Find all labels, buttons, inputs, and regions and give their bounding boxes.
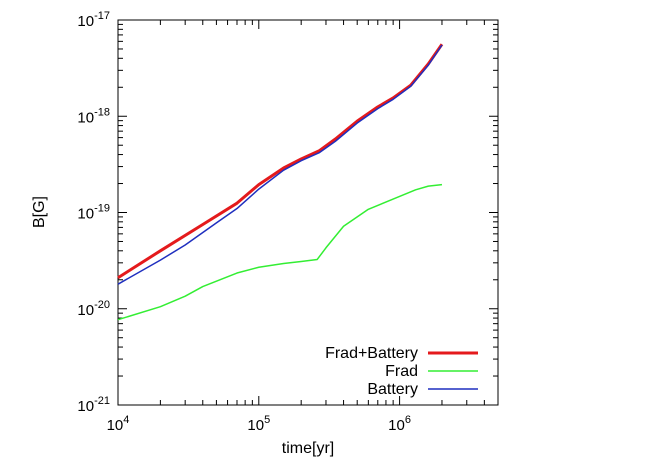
y-tick-label: 10-17: [77, 10, 110, 30]
x-tick-label: 106: [388, 414, 411, 434]
axis-ticks: 104 105 106 10-21 10-20 10-19 10-18 10-17: [77, 10, 499, 434]
legend-label-frad-battery: Frad+Battery: [325, 345, 418, 362]
legend-label-battery: Battery: [367, 381, 418, 398]
x-axis-label: time[yr]: [282, 440, 334, 457]
plot-frame: [117, 19, 499, 406]
y-tick-label: 10-19: [77, 203, 110, 223]
series-frad-battery-line: [117, 43, 444, 280]
x-tick-label: 104: [107, 414, 130, 434]
legend: Frad+Battery Frad Battery: [325, 345, 478, 398]
y-tick-label: 10-20: [77, 299, 110, 319]
series-battery-line: [117, 44, 443, 285]
series-frad-line: [117, 183, 443, 321]
y-tick-label: 10-18: [77, 106, 110, 126]
legend-label-frad: Frad: [385, 363, 418, 380]
y-axis-label: B[G]: [31, 196, 48, 228]
y-tick-label: 10-21: [77, 395, 110, 415]
series-layer: [117, 43, 444, 321]
x-tick-label: 105: [247, 414, 270, 434]
